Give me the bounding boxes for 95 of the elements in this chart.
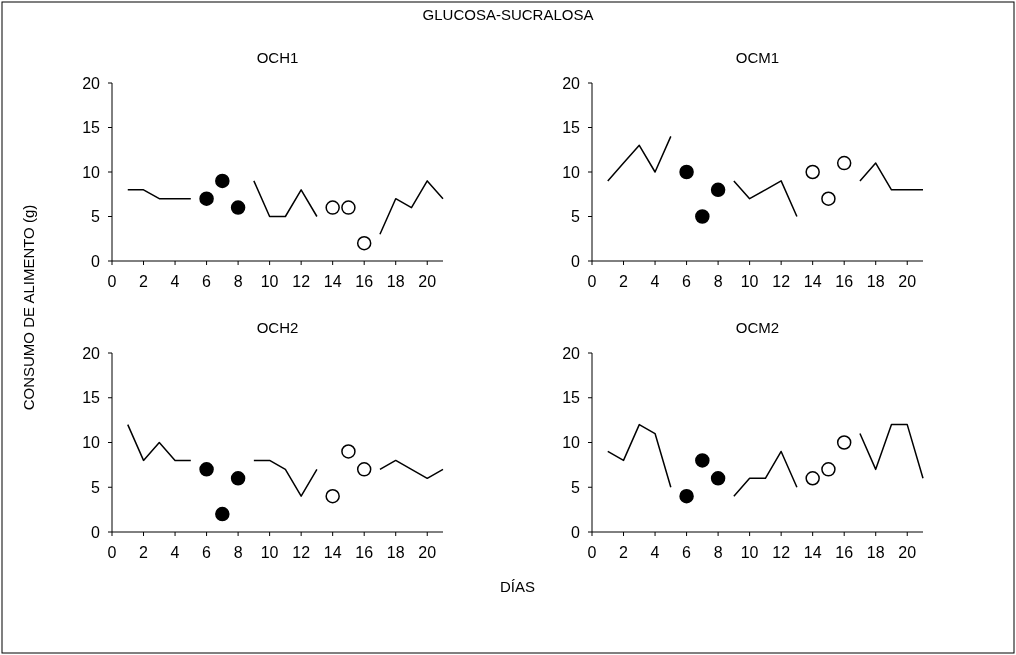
x-tick-label: 20 xyxy=(418,544,437,561)
y-axis-title: CONSUMO DE ALIMENTO (g) xyxy=(20,204,37,411)
x-axis-title: DÍAS xyxy=(499,578,536,595)
point xyxy=(356,235,372,251)
point xyxy=(325,488,340,504)
text: GLUCOSA-SUCRALOSA xyxy=(422,6,594,23)
x-tick-label: 20 xyxy=(898,544,917,561)
y-tick-label: 15 xyxy=(82,389,101,407)
x-tick-label: 0 xyxy=(587,273,597,290)
x-tick-label: 12 xyxy=(292,273,311,290)
x-tick-label: 16 xyxy=(355,544,374,561)
y-tick-label: 5 xyxy=(91,478,101,496)
y-tick-label: 20 xyxy=(562,74,581,92)
x-tick-label: 6 xyxy=(202,544,212,561)
x-tick-label: 4 xyxy=(650,544,660,561)
x-tick-label: 0 xyxy=(107,273,117,290)
x-tick-label: 8 xyxy=(233,544,243,561)
y-tick-label: 0 xyxy=(571,523,581,541)
x-tick-label: 6 xyxy=(202,273,212,290)
x-tick-label: 20 xyxy=(418,273,437,290)
point xyxy=(695,209,710,224)
point xyxy=(230,471,246,486)
x-tick-label: 20 xyxy=(898,273,917,290)
x-tick-label: 2 xyxy=(139,273,149,290)
x-tick-label: 2 xyxy=(619,273,629,290)
x-tick-label: 10 xyxy=(740,544,759,561)
y-tick-label: 5 xyxy=(91,208,101,226)
x-tick-label: 0 xyxy=(587,544,597,561)
x-tick-label: 10 xyxy=(260,273,279,290)
x-tick-label: 6 xyxy=(682,544,692,561)
point xyxy=(341,200,356,215)
x-tick-label: 14 xyxy=(323,273,342,290)
y-tick-label: 10 xyxy=(562,163,581,181)
point xyxy=(836,155,852,171)
x-tick-label: 14 xyxy=(803,273,822,290)
point xyxy=(325,200,340,215)
x-tick-label: 8 xyxy=(713,544,723,561)
chart-title: OCM2 xyxy=(735,319,780,336)
point xyxy=(341,444,356,459)
x-tick-label: 12 xyxy=(292,544,311,561)
x-tick-label: 0 xyxy=(107,544,117,561)
y-tick-label: 10 xyxy=(82,434,101,452)
x-tick-label: 16 xyxy=(355,273,374,290)
point xyxy=(679,488,694,504)
point xyxy=(821,191,836,206)
point xyxy=(230,200,246,215)
point xyxy=(199,462,214,477)
y-tick-label: 10 xyxy=(562,434,581,452)
point xyxy=(805,471,820,486)
chart-title: OCH2 xyxy=(256,319,299,336)
x-tick-label: 4 xyxy=(650,273,660,290)
x-tick-label: 10 xyxy=(260,544,279,561)
x-tick-label: 2 xyxy=(619,544,629,561)
y-tick-label: 5 xyxy=(571,478,581,496)
chart-title: OCM1 xyxy=(735,49,780,66)
point xyxy=(695,453,710,468)
y-tick-label: 15 xyxy=(562,389,581,407)
chart-title: OCH1 xyxy=(256,49,299,66)
x-tick-label: 14 xyxy=(323,544,342,561)
x-tick-label: 18 xyxy=(386,544,405,561)
y-tick-label: 0 xyxy=(571,252,581,270)
x-tick-label: 6 xyxy=(682,273,692,290)
x-tick-label: 4 xyxy=(170,273,180,290)
x-tick-label: 12 xyxy=(772,273,791,290)
point xyxy=(821,462,836,477)
x-tick-label: 4 xyxy=(170,544,180,561)
y-tick-label: 0 xyxy=(91,523,101,541)
point xyxy=(805,164,820,180)
x-tick-label: 18 xyxy=(866,273,885,290)
point xyxy=(710,182,726,198)
x-tick-label: 16 xyxy=(835,544,854,561)
y-tick-label: 5 xyxy=(571,208,581,226)
x-tick-label: 14 xyxy=(803,544,822,561)
x-tick-label: 18 xyxy=(866,544,885,561)
x-tick-label: 8 xyxy=(233,273,243,290)
point xyxy=(710,471,726,486)
x-tick-label: 16 xyxy=(835,273,854,290)
y-tick-label: 20 xyxy=(562,344,581,362)
point xyxy=(836,435,852,450)
x-tick-label: 18 xyxy=(386,273,405,290)
y-tick-label: 20 xyxy=(82,344,101,362)
point xyxy=(215,173,230,189)
x-tick-label: 12 xyxy=(772,544,791,561)
point xyxy=(199,191,214,206)
x-tick-label: 8 xyxy=(713,273,723,290)
y-tick-label: 0 xyxy=(91,252,101,270)
y-tick-label: 15 xyxy=(82,119,101,137)
x-tick-label: 2 xyxy=(139,544,149,561)
point xyxy=(356,462,372,477)
y-tick-label: 15 xyxy=(562,119,581,137)
y-tick-label: 10 xyxy=(82,163,101,181)
x-tick-label: 10 xyxy=(740,273,759,290)
y-tick-label: 20 xyxy=(82,74,101,92)
point xyxy=(215,506,230,522)
point xyxy=(679,164,694,180)
